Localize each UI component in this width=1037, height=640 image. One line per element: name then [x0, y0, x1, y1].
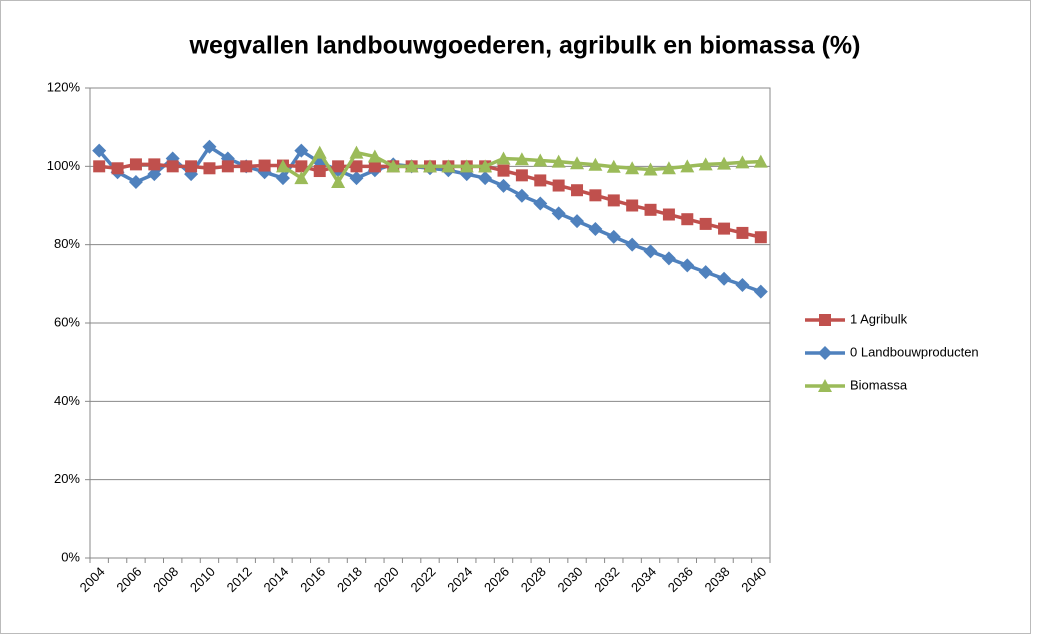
marker — [496, 178, 511, 193]
legend-label: Biomassa — [850, 377, 908, 392]
marker — [275, 159, 290, 173]
marker — [295, 160, 308, 173]
y-tick-label: 20% — [54, 471, 80, 486]
marker — [350, 160, 363, 173]
marker — [514, 188, 529, 203]
marker — [625, 161, 640, 175]
marker — [147, 167, 162, 182]
marker — [275, 171, 290, 186]
marker — [221, 160, 234, 173]
marker — [698, 157, 713, 171]
marker — [166, 160, 179, 173]
marker — [818, 346, 832, 360]
y-tick-label: 100% — [47, 158, 81, 173]
marker — [367, 149, 382, 163]
marker — [680, 159, 695, 173]
marker — [717, 271, 732, 286]
marker — [589, 189, 602, 202]
legend-label: 0 Landbouwproducten — [850, 344, 979, 359]
marker — [331, 175, 346, 188]
marker — [606, 229, 621, 244]
marker — [570, 214, 585, 229]
marker — [699, 217, 712, 230]
marker — [203, 162, 216, 175]
marker — [185, 160, 198, 173]
marker — [753, 284, 768, 299]
marker — [312, 145, 327, 159]
marker — [606, 159, 621, 173]
marker — [368, 160, 381, 173]
marker — [698, 265, 713, 280]
marker — [735, 155, 750, 169]
marker — [662, 208, 675, 221]
marker — [643, 244, 658, 259]
marker — [735, 278, 750, 293]
marker — [478, 159, 493, 173]
marker — [404, 159, 419, 173]
marker — [111, 162, 124, 175]
marker — [92, 143, 107, 158]
marker — [294, 171, 309, 185]
marker — [258, 159, 271, 172]
marker — [128, 175, 143, 189]
marker — [588, 222, 603, 236]
marker — [680, 258, 695, 273]
chart-title: wegvallen landbouwgoederen, agribulk en … — [189, 32, 861, 60]
marker — [533, 196, 548, 211]
marker — [588, 157, 603, 171]
marker — [754, 231, 767, 244]
marker — [717, 156, 732, 170]
marker — [570, 156, 585, 170]
marker — [313, 165, 326, 178]
marker — [607, 194, 620, 207]
marker — [514, 152, 529, 166]
marker — [497, 164, 510, 177]
marker — [294, 143, 309, 158]
marker — [571, 184, 584, 197]
marker — [681, 213, 694, 226]
marker — [93, 160, 106, 173]
marker — [626, 199, 639, 212]
marker — [129, 158, 142, 171]
marker — [240, 160, 253, 173]
marker — [661, 251, 676, 266]
marker — [202, 139, 217, 154]
marker — [533, 153, 548, 167]
y-tick-label: 40% — [54, 393, 80, 408]
marker — [515, 169, 528, 182]
marker — [441, 159, 456, 173]
marker — [423, 159, 437, 173]
legend-label: 1 Agribulk — [850, 311, 908, 326]
marker — [332, 160, 345, 173]
y-tick-label: 0% — [61, 549, 80, 564]
marker — [478, 171, 493, 186]
marker — [386, 159, 401, 173]
marker — [459, 159, 474, 173]
marker — [644, 203, 657, 216]
marker — [661, 161, 676, 175]
y-tick-label: 80% — [54, 236, 80, 251]
marker — [551, 206, 566, 221]
marker — [643, 162, 658, 176]
marker — [753, 154, 768, 168]
marker — [534, 174, 547, 187]
y-tick-label: 60% — [54, 314, 80, 329]
marker — [349, 145, 364, 159]
marker — [551, 154, 566, 168]
marker — [736, 226, 749, 239]
marker — [718, 222, 731, 235]
marker — [349, 171, 364, 186]
marker — [496, 151, 511, 165]
marker — [148, 158, 161, 171]
marker — [819, 314, 831, 326]
marker — [818, 379, 832, 392]
y-tick-label: 120% — [47, 79, 81, 94]
marker — [625, 237, 640, 252]
marker — [552, 179, 565, 192]
